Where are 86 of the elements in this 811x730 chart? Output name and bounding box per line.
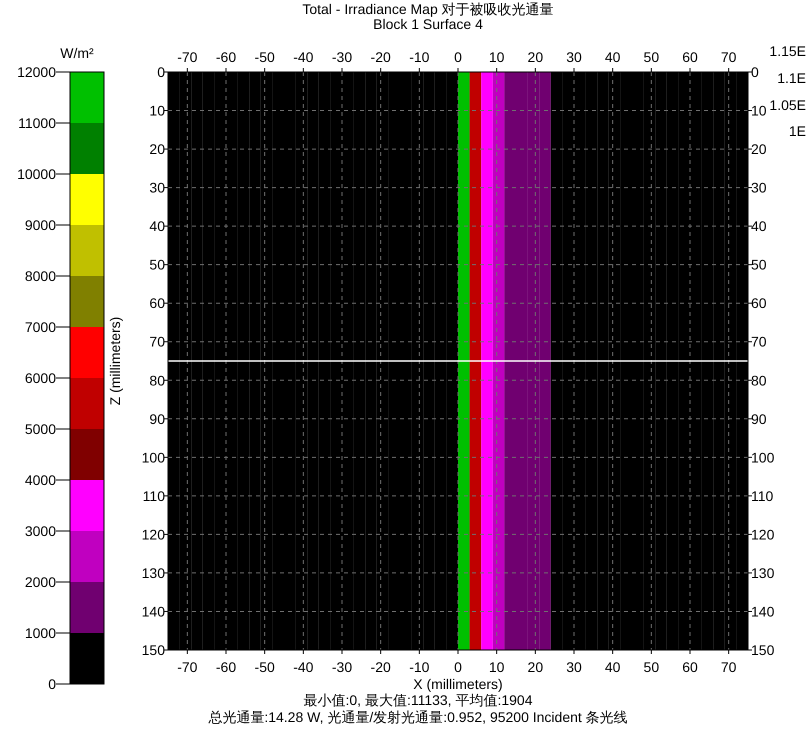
- chart-subtitle: Block 1 Surface 4: [373, 16, 484, 32]
- x2-tick-label: -60: [216, 659, 236, 675]
- x-tick-label: 50: [644, 49, 660, 65]
- y-tick-label: 0: [157, 64, 166, 80]
- color-bar-label: 2000: [24, 574, 56, 590]
- x2-tick-label: -30: [332, 659, 352, 675]
- y2-tick-label: 20: [751, 141, 767, 158]
- y-axis-title: Z (millimeters): [107, 316, 123, 406]
- y-tick-label: 80: [149, 372, 166, 388]
- y-tick-label: 110: [142, 488, 166, 504]
- y2-tick-label: 110: [751, 488, 774, 504]
- y2-tick-label: 40: [751, 218, 767, 234]
- y2-tick-label: 30: [751, 180, 767, 196]
- y2-tick-label: 130: [751, 564, 775, 581]
- x-tick-label: 60: [682, 49, 698, 65]
- color-bar-label: 10000: [17, 166, 56, 182]
- y-tick-label: 120: [142, 526, 166, 542]
- annotation: 1.05E: [769, 97, 806, 113]
- x2-tick-label: 70: [720, 659, 737, 675]
- y-tick-label: 10: [149, 102, 166, 119]
- x2-tick-label: 40: [604, 659, 621, 675]
- y2-tick-label: 90: [751, 410, 767, 427]
- x-tick-label: -70: [177, 49, 198, 65]
- color-bar-label: 3000: [24, 523, 56, 539]
- x2-tick-label: -70: [177, 659, 198, 675]
- chart-title: Total - Irradiance Map 对于被吸收光通量: [302, 1, 554, 17]
- y2-tick-label: 100: [751, 449, 775, 466]
- x2-tick-label: 60: [682, 659, 698, 675]
- x2-tick-label: -10: [409, 659, 430, 675]
- y2-tick-label: 70: [751, 334, 767, 350]
- x2-tick-label: 10: [488, 659, 505, 675]
- x2-tick-label: -40: [293, 659, 314, 675]
- x-tick-label: -10: [409, 49, 430, 65]
- x-tick-label: -50: [254, 49, 275, 65]
- x2-tick-label: -50: [254, 659, 275, 675]
- y-tick-label: 50: [149, 256, 166, 273]
- y-tick-label: 20: [149, 141, 166, 158]
- annotation: 1.1E: [777, 70, 806, 86]
- x-tick-label: -20: [370, 49, 391, 65]
- y-tick-label: 40: [149, 218, 166, 234]
- x2-tick-label: 0: [454, 659, 462, 675]
- annotation: 总光通量:14.28 W, 光通量/发射光通量:0.952, 95200 Incident 条光线: [208, 709, 628, 725]
- y-tick-label: 140: [142, 603, 166, 620]
- annotation: 1E: [788, 123, 806, 139]
- color-bar-label: 9000: [24, 217, 56, 233]
- x-axis-title: X (millimeters): [413, 676, 503, 692]
- color-bar-label: 11000: [18, 115, 56, 131]
- y-tick-label: 30: [149, 180, 166, 196]
- x-tick-label: 40: [604, 49, 621, 65]
- y2-tick-label: 50: [751, 256, 767, 273]
- y-tick-label: 150: [142, 642, 166, 658]
- x2-tick-label: -20: [370, 659, 391, 675]
- color-bar-label: 1000: [24, 625, 56, 641]
- y2-tick-label: 0: [751, 64, 759, 80]
- y2-tick-label: 140: [751, 603, 775, 620]
- y2-tick-label: 10: [751, 102, 767, 119]
- color-bar-label: 4000: [24, 472, 56, 488]
- x2-tick-label: 50: [644, 659, 660, 675]
- x-tick-label: -40: [293, 49, 314, 65]
- x-tick-label: 20: [528, 49, 544, 65]
- x2-tick-label: 20: [528, 659, 544, 675]
- color-bar-label: 6000: [24, 370, 56, 386]
- x-tick-label: -60: [216, 49, 236, 65]
- y2-tick-label: 60: [751, 295, 767, 312]
- x-tick-label: 70: [720, 49, 737, 65]
- color-bar-label: 5000: [24, 421, 56, 437]
- x-tick-label: 0: [454, 49, 462, 65]
- y-tick-label: 130: [142, 564, 166, 581]
- color-bar-label: 7000: [24, 319, 56, 335]
- y-tick-label: 60: [149, 295, 166, 312]
- x2-tick-label: 30: [566, 659, 582, 675]
- color-bar-label: 12000: [17, 64, 56, 80]
- color-bar-label: 0: [48, 676, 56, 692]
- color-bar-label: 8000: [24, 268, 56, 284]
- y-tick-label: 70: [149, 334, 166, 350]
- y2-tick-label: 150: [751, 642, 775, 658]
- x-tick-label: 30: [566, 49, 582, 65]
- y-tick-label: 90: [149, 410, 166, 427]
- annotation: 1.15E: [769, 43, 806, 59]
- y2-tick-label: 80: [751, 372, 767, 388]
- x-tick-label: -30: [332, 49, 352, 65]
- color-bar-title: W/m²: [60, 45, 94, 61]
- y-tick-label: 100: [142, 449, 166, 466]
- y2-tick-label: 120: [751, 526, 775, 542]
- x-tick-label: 10: [488, 49, 505, 65]
- annotation: 最小值:0, 最大值:11133, 平均值:1904: [304, 692, 532, 708]
